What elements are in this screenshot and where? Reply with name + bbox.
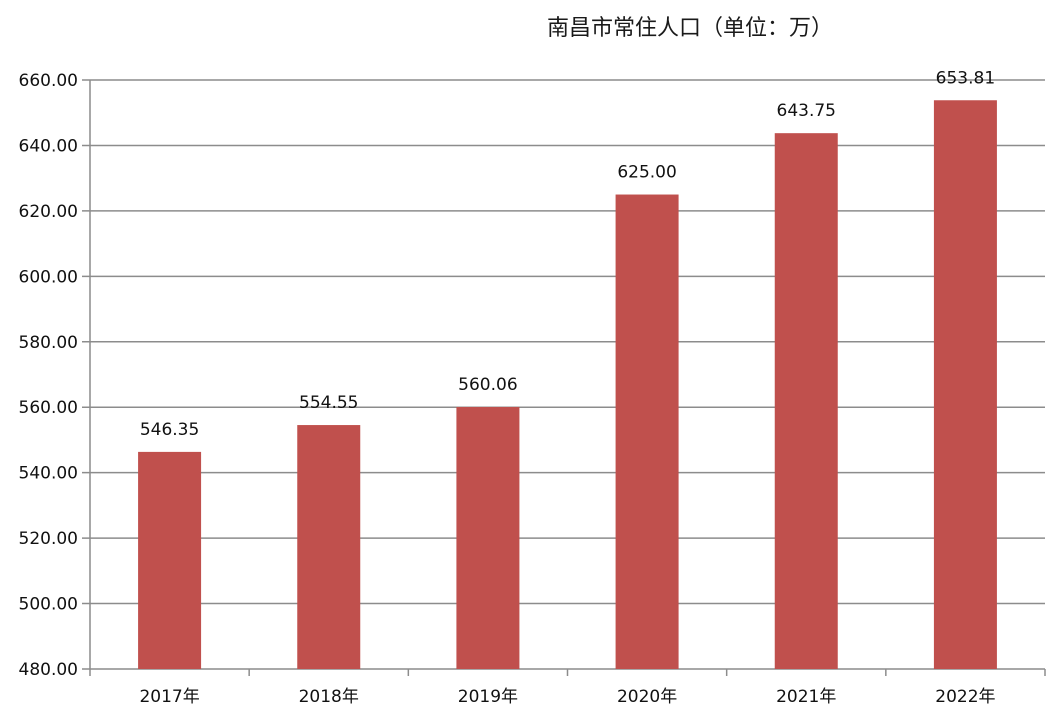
bar: [774, 133, 838, 670]
y-tick-label: 520.00: [19, 529, 78, 549]
bar-value-label: 643.75: [777, 101, 836, 121]
bar: [138, 451, 202, 669]
x-tick-label: 2019年: [458, 687, 518, 707]
y-tick-label: 500.00: [19, 595, 78, 615]
y-axis-tick-labels: 480.00 500.00 520.00 540.00 560.00 580.00 600.…: [19, 71, 78, 680]
data-labels: 546.35 554.55 560.06 625.00 643.75 653.81: [140, 68, 995, 440]
x-tick-label: 2018年: [299, 687, 359, 707]
y-tick-label: 620.00: [19, 202, 78, 222]
bar-value-label: 653.81: [936, 68, 995, 88]
y-tick-label: 580.00: [19, 333, 78, 353]
y-tick-label: 640.00: [19, 136, 78, 156]
y-tick-label: 600.00: [19, 267, 78, 287]
bar: [456, 407, 520, 669]
bar-value-label: 560.06: [458, 375, 517, 395]
bar: [615, 194, 679, 669]
grid-lines: [82, 79, 1045, 670]
x-tick-label: 2022年: [935, 687, 995, 707]
bar: [933, 100, 997, 669]
x-tick-label: 2021年: [776, 687, 836, 707]
x-tick-label: 2017年: [139, 687, 199, 707]
x-axis-tick-labels: 2017年 2018年 2019年 2020年 2021年 2022年: [139, 687, 995, 707]
bars: [138, 100, 997, 670]
axes: [89, 80, 1046, 676]
chart-title: 南昌市常住人口（单位：万）: [547, 16, 833, 41]
y-tick-label: 480.00: [19, 660, 78, 680]
y-tick-label: 560.00: [19, 398, 78, 418]
bar: [297, 425, 361, 669]
bar-value-label: 625.00: [617, 163, 676, 183]
y-tick-label: 660.00: [19, 71, 78, 91]
bar-value-label: 546.35: [140, 420, 199, 440]
bar-value-label: 554.55: [299, 393, 358, 413]
y-tick-label: 540.00: [19, 464, 78, 484]
x-tick-label: 2020年: [617, 687, 677, 707]
